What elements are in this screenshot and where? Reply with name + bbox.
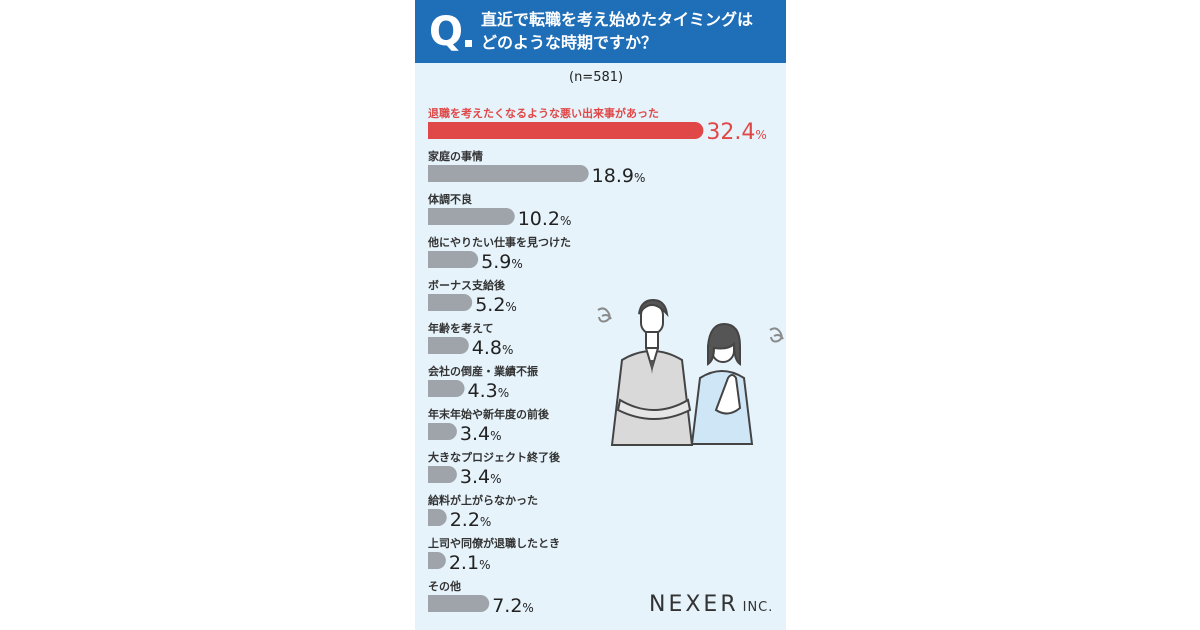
man-figure-icon (610, 298, 694, 446)
woman-figure-icon (690, 322, 754, 445)
category-label: 体調不良 (428, 192, 472, 206)
bar (428, 595, 490, 612)
bar-left-edge (428, 595, 437, 612)
category-label: 退職を考えたくなるような悪い出来事があった (428, 106, 659, 120)
value-label: 32.4% (706, 120, 766, 145)
value-label: 2.2% (450, 509, 492, 531)
category-label: 年末年始や新年度の前後 (428, 407, 550, 421)
category-label: 会社の倒産・業績不振 (428, 364, 538, 378)
infographic-card: Q 直近で転職を考え始めたタイミングは どのような時期ですか？ (n=581) … (415, 0, 786, 630)
value-label: 18.9% (592, 165, 646, 187)
value-label: 5.2% (475, 294, 517, 316)
logo-name: NEXER (649, 592, 739, 617)
category-label: 上司や同僚が退職したとき (428, 536, 560, 550)
question-title-line-1: 直近で転職を考え始めたタイミングは (481, 10, 754, 29)
bar (428, 208, 515, 225)
worry-mark-right-icon (769, 327, 784, 343)
bar (428, 165, 589, 182)
bar-chart: 退職を考えたくなるような悪い出来事があった 32.4% 家庭の事情 18.9% 体調不良… (427, 106, 767, 617)
logo-suffix: INC. (742, 600, 774, 615)
category-label: 大きなプロジェクト終了後 (428, 450, 561, 464)
category-label: 年齢を考えて (428, 321, 493, 335)
worry-mark-left-icon (597, 307, 612, 323)
bar (428, 122, 704, 139)
question-header: Q 直近で転職を考え始めたタイミングは どのような時期ですか？ (415, 0, 786, 63)
bar (428, 294, 473, 311)
bar-left-edge (428, 251, 437, 268)
category-label: 家庭の事情 (428, 149, 483, 163)
value-label: 4.3% (468, 380, 510, 402)
sample-size: (n=581) (569, 70, 624, 85)
question-title-line-2: どのような時期ですか？ (481, 33, 658, 52)
category-label: 給料が上がらなかった (428, 493, 538, 507)
category-label: 他にやりたい仕事を見つけた (427, 235, 571, 249)
worried-people-illustration (597, 298, 784, 446)
bar (428, 251, 479, 268)
value-label: 10.2% (518, 208, 572, 230)
category-label: ボーナス支給後 (428, 278, 506, 292)
bar-left-edge (428, 337, 437, 354)
bar (428, 380, 465, 397)
value-label: 3.4% (460, 466, 502, 488)
bar-left-edge (428, 208, 437, 225)
bar-left-edge (428, 509, 437, 526)
bar-left-edge (428, 165, 437, 182)
value-label: 3.4% (460, 423, 502, 445)
category-label: その他 (428, 579, 461, 593)
bar-left-edge (428, 466, 437, 483)
bar (428, 337, 469, 354)
bar-left-edge (428, 122, 437, 139)
q-dot (465, 40, 472, 47)
value-label: 2.1% (449, 552, 491, 574)
value-label: 5.9% (481, 251, 523, 273)
nexer-logo: NEXER INC. (649, 592, 773, 617)
bar-left-edge (428, 294, 437, 311)
bar-left-edge (428, 423, 437, 440)
bar-left-edge (428, 380, 437, 397)
q-mark: Q (429, 9, 464, 55)
value-label: 7.2% (492, 595, 534, 617)
value-label: 4.8% (472, 337, 514, 359)
bar-left-edge (428, 552, 437, 569)
